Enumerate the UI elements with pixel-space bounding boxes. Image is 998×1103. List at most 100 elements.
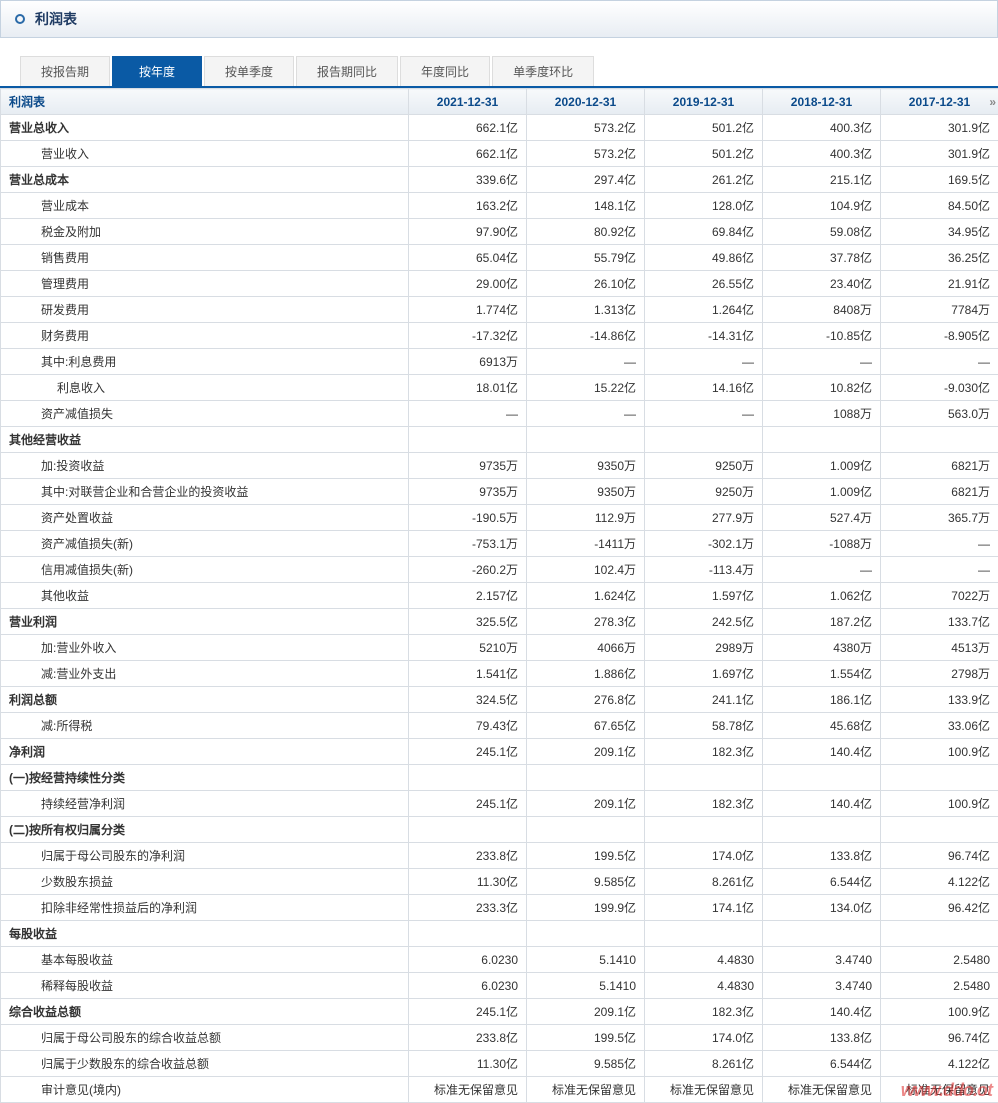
cell-value: -14.31亿: [645, 323, 763, 349]
cell-value: 标准无保留意见: [763, 1077, 881, 1103]
cell-value: 297.4亿: [527, 167, 645, 193]
table-row: 利润总额324.5亿276.8亿241.1亿186.1亿133.9亿: [1, 687, 998, 713]
cell-value: —: [881, 531, 998, 557]
cell-value: 26.55亿: [645, 271, 763, 297]
cell-value: 1.009亿: [763, 453, 881, 479]
cell-value: -1411万: [527, 531, 645, 557]
cell-value: —: [527, 349, 645, 375]
table-row: 销售费用65.04亿55.79亿49.86亿37.78亿36.25亿: [1, 245, 998, 271]
cell-value: 36.25亿: [881, 245, 998, 271]
cell-value: 23.40亿: [763, 271, 881, 297]
cell-value: 29.00亿: [409, 271, 527, 297]
cell-value: -113.4万: [645, 557, 763, 583]
cell-value: 501.2亿: [645, 141, 763, 167]
cell-value: 2.5480: [881, 973, 998, 999]
table-header-row: 利润表2021-12-312020-12-312019-12-312018-12…: [1, 89, 998, 115]
row-label: 减:营业外支出: [1, 661, 409, 687]
table-row: 资产处置收益-190.5万112.9万277.9万527.4万365.7万: [1, 505, 998, 531]
tab-0[interactable]: 按报告期: [20, 56, 110, 86]
cell-value: —: [645, 349, 763, 375]
table-row: 营业成本163.2亿148.1亿128.0亿104.9亿84.50亿: [1, 193, 998, 219]
cell-value: 4.4830: [645, 947, 763, 973]
cell-value: 6.544亿: [763, 1051, 881, 1077]
row-label: 营业总收入: [1, 115, 409, 141]
table-row: 利息收入18.01亿15.22亿14.16亿10.82亿-9.030亿: [1, 375, 998, 401]
row-label: 信用减值损失(新): [1, 557, 409, 583]
tab-4[interactable]: 年度同比: [400, 56, 490, 86]
cell-value: 6821万: [881, 453, 998, 479]
table-row: 营业收入662.1亿573.2亿501.2亿400.3亿301.9亿: [1, 141, 998, 167]
cell-value: 563.0万: [881, 401, 998, 427]
cell-value: [645, 817, 763, 843]
cell-value: 573.2亿: [527, 141, 645, 167]
row-label: 管理费用: [1, 271, 409, 297]
cell-value: 662.1亿: [409, 115, 527, 141]
table-row: 扣除非经常性损益后的净利润233.3亿199.9亿174.1亿134.0亿96.…: [1, 895, 998, 921]
table-row: 减:营业外支出1.541亿1.886亿1.697亿1.554亿2798万: [1, 661, 998, 687]
cell-value: 8408万: [763, 297, 881, 323]
cell-value: 2.5480: [881, 947, 998, 973]
cell-value: 662.1亿: [409, 141, 527, 167]
cell-value: 9.585亿: [527, 869, 645, 895]
cell-value: 80.92亿: [527, 219, 645, 245]
cell-value: 26.10亿: [527, 271, 645, 297]
cell-value: [527, 765, 645, 791]
table-row: 营业利润325.5亿278.3亿242.5亿187.2亿133.7亿: [1, 609, 998, 635]
cell-value: —: [527, 401, 645, 427]
cell-value: 100.9亿: [881, 999, 998, 1025]
cell-value: 187.2亿: [763, 609, 881, 635]
cell-value: 140.4亿: [763, 791, 881, 817]
cell-value: [409, 817, 527, 843]
tab-3[interactable]: 报告期同比: [296, 56, 398, 86]
cell-value: 标准无保留意见: [527, 1077, 645, 1103]
cell-value: 9350万: [527, 453, 645, 479]
cell-value: 37.78亿: [763, 245, 881, 271]
cell-value: 501.2亿: [645, 115, 763, 141]
cell-value: -17.32亿: [409, 323, 527, 349]
cell-value: 8.261亿: [645, 869, 763, 895]
cell-value: 45.68亿: [763, 713, 881, 739]
row-label: 净利润: [1, 739, 409, 765]
row-label: 销售费用: [1, 245, 409, 271]
cell-value: -10.85亿: [763, 323, 881, 349]
table-corner: 利润表: [1, 89, 409, 115]
cell-value: -8.905亿: [881, 323, 998, 349]
cell-value: 4.122亿: [881, 869, 998, 895]
cell-value: [763, 427, 881, 453]
cell-value: 5210万: [409, 635, 527, 661]
cell-value: [409, 427, 527, 453]
cell-value: 133.8亿: [763, 843, 881, 869]
cell-value: 4.122亿: [881, 1051, 998, 1077]
table-row: 归属于母公司股东的综合收益总额233.8亿199.5亿174.0亿133.8亿9…: [1, 1025, 998, 1051]
cell-value: 5.1410: [527, 947, 645, 973]
table-row: 少数股东损益11.30亿9.585亿8.261亿6.544亿4.122亿: [1, 869, 998, 895]
cell-value: 278.3亿: [527, 609, 645, 635]
tab-2[interactable]: 按单季度: [204, 56, 294, 86]
table-row: 加:投资收益9735万9350万9250万1.009亿6821万: [1, 453, 998, 479]
cell-value: 1.624亿: [527, 583, 645, 609]
row-label: 综合收益总额: [1, 999, 409, 1025]
cell-value: 1.313亿: [527, 297, 645, 323]
tab-5[interactable]: 单季度环比: [492, 56, 594, 86]
cell-value: 182.3亿: [645, 999, 763, 1025]
row-label: 每股收益: [1, 921, 409, 947]
cell-value: 55.79亿: [527, 245, 645, 271]
cell-value: 标准无保留意见: [409, 1077, 527, 1103]
cell-value: 174.1亿: [645, 895, 763, 921]
table-row: 其他经营收益: [1, 427, 998, 453]
cell-value: 245.1亿: [409, 739, 527, 765]
table-row: 资产减值损失(新)-753.1万-1411万-302.1万-1088万—: [1, 531, 998, 557]
cell-value: 233.8亿: [409, 1025, 527, 1051]
cell-value: 245.1亿: [409, 791, 527, 817]
table-row: (二)按所有权归属分类: [1, 817, 998, 843]
cell-value: [527, 921, 645, 947]
cell-value: 标准无保留意见: [881, 1077, 998, 1103]
table-row: 财务费用-17.32亿-14.86亿-14.31亿-10.85亿-8.905亿: [1, 323, 998, 349]
cell-value: 69.84亿: [645, 219, 763, 245]
row-label: 加:投资收益: [1, 453, 409, 479]
cell-value: 4066万: [527, 635, 645, 661]
cell-value: 1.554亿: [763, 661, 881, 687]
cell-value: -190.5万: [409, 505, 527, 531]
cell-value: 199.5亿: [527, 843, 645, 869]
tab-1[interactable]: 按年度: [112, 56, 202, 86]
